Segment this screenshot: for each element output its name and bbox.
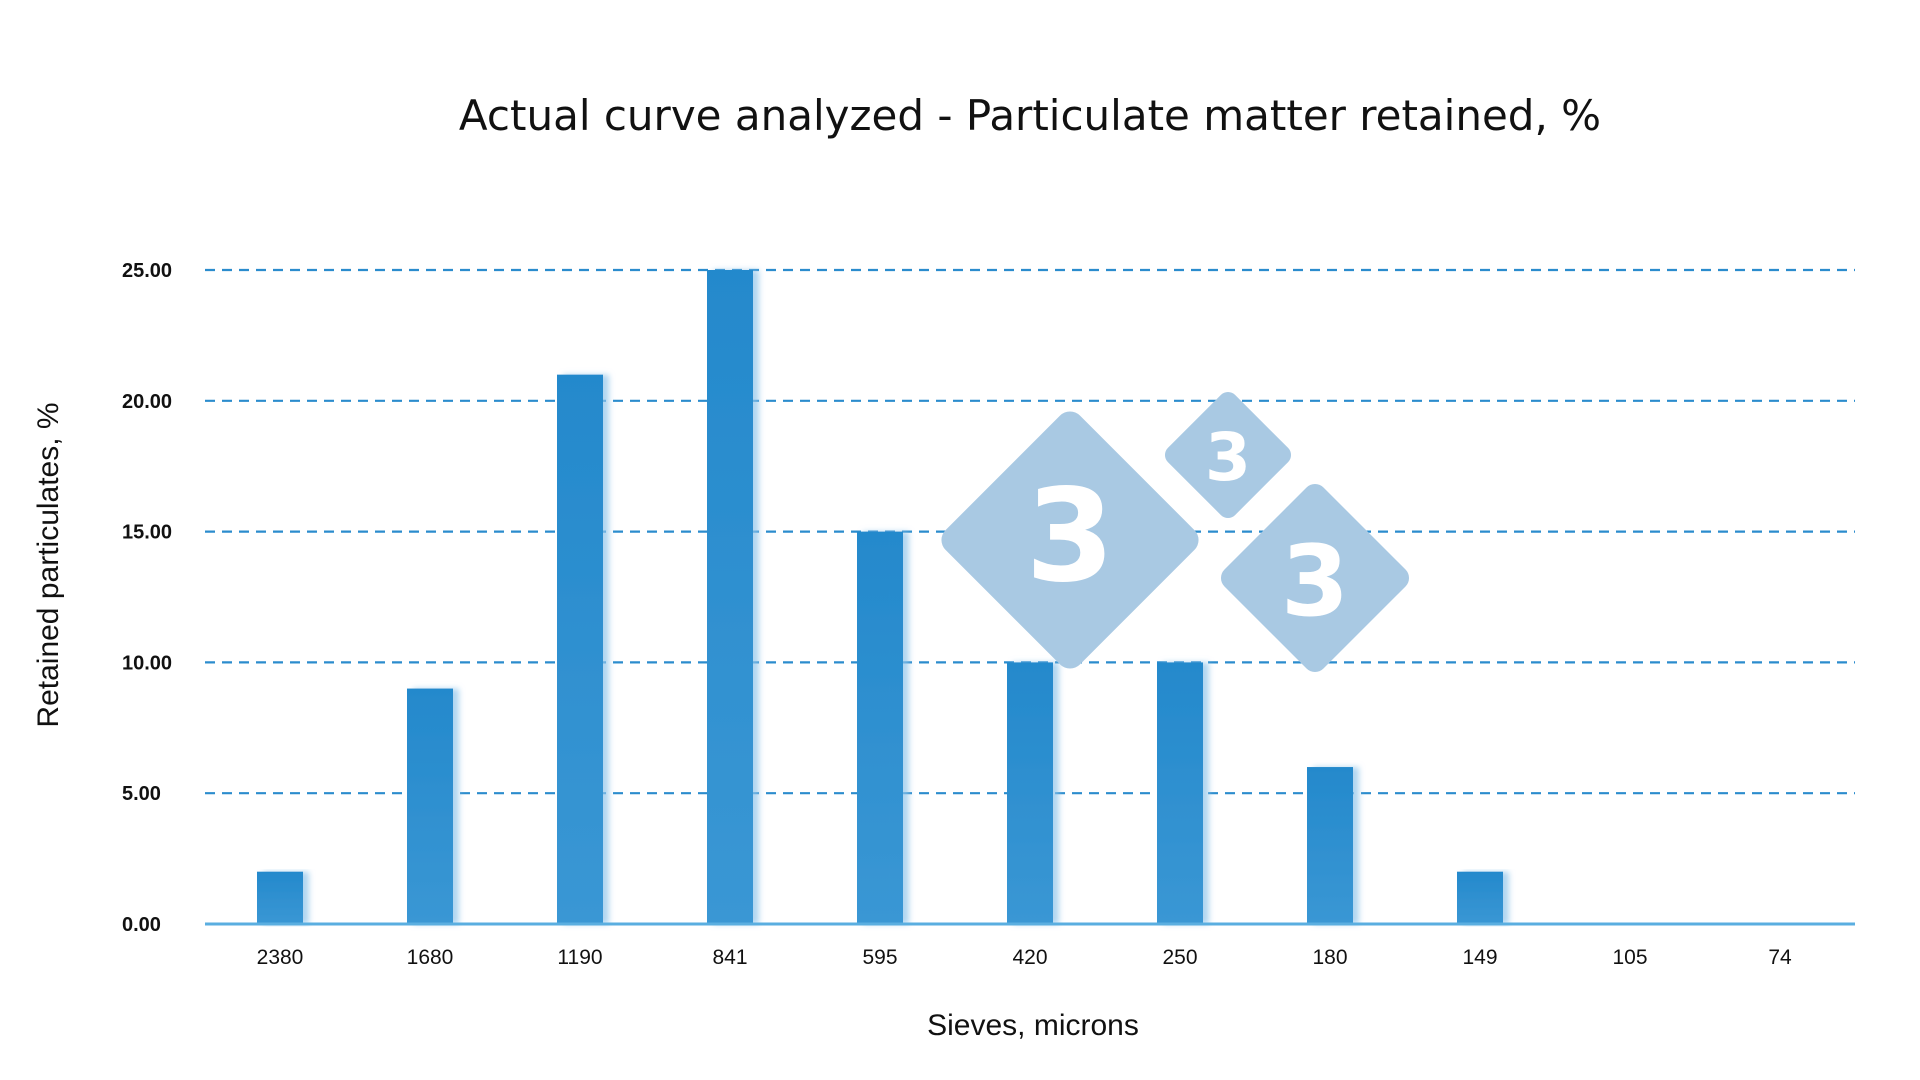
y-tick-label: 5.00 bbox=[122, 783, 161, 805]
bars bbox=[257, 270, 1503, 924]
x-tick-label: 74 bbox=[1768, 946, 1792, 969]
x-tick-label: 1190 bbox=[557, 946, 602, 969]
watermark-diamond-large bbox=[941, 411, 1199, 669]
bar-180 bbox=[1307, 767, 1353, 924]
y-axis-ticks: 0.00 5.00 10.00 15.00 20.00 25.00 bbox=[122, 260, 172, 936]
bar-1190 bbox=[557, 374, 603, 924]
bar-1680 bbox=[407, 688, 453, 924]
watermark-digit-small: 3 bbox=[1205, 419, 1251, 496]
x-tick-label: 841 bbox=[712, 946, 747, 969]
chart-title: Actual curve analyzed - Particulate matt… bbox=[459, 91, 1601, 140]
y-tick-label: 10.00 bbox=[122, 652, 172, 674]
watermark-diamond-medium bbox=[1220, 483, 1410, 673]
x-tick-label: 149 bbox=[1462, 946, 1497, 969]
bar-420 bbox=[1007, 662, 1053, 924]
watermark-digit-medium: 3 bbox=[1281, 525, 1349, 639]
bar-595 bbox=[857, 531, 903, 924]
x-tick-label: 1680 bbox=[407, 946, 454, 969]
bar-2380 bbox=[257, 871, 303, 924]
y-tick-label: 0.00 bbox=[122, 914, 161, 936]
x-axis-ticks: 2380 1680 1190 841 595 420 250 180 149 105 74 bbox=[257, 946, 1792, 969]
y-axis-label: Retained particulates, % bbox=[32, 402, 65, 727]
bar-149 bbox=[1457, 871, 1503, 924]
watermark-diamond-small bbox=[1164, 391, 1292, 519]
watermark-logo: 3 3 3 bbox=[941, 391, 1410, 673]
bar-250 bbox=[1157, 662, 1203, 924]
y-tick-label: 15.00 bbox=[122, 522, 172, 544]
x-axis-label: Sieves, microns bbox=[927, 1009, 1139, 1042]
x-tick-label: 180 bbox=[1312, 946, 1347, 969]
x-tick-label: 250 bbox=[1162, 946, 1197, 969]
y-tick-label: 20.00 bbox=[122, 391, 172, 413]
bar-841 bbox=[707, 270, 753, 924]
y-tick-label: 25.00 bbox=[122, 260, 172, 282]
x-tick-label: 105 bbox=[1612, 946, 1647, 969]
x-tick-label: 420 bbox=[1012, 946, 1047, 969]
x-tick-label: 2380 bbox=[257, 946, 304, 969]
x-tick-label: 595 bbox=[862, 946, 897, 969]
watermark-digit-large: 3 bbox=[1025, 462, 1114, 611]
